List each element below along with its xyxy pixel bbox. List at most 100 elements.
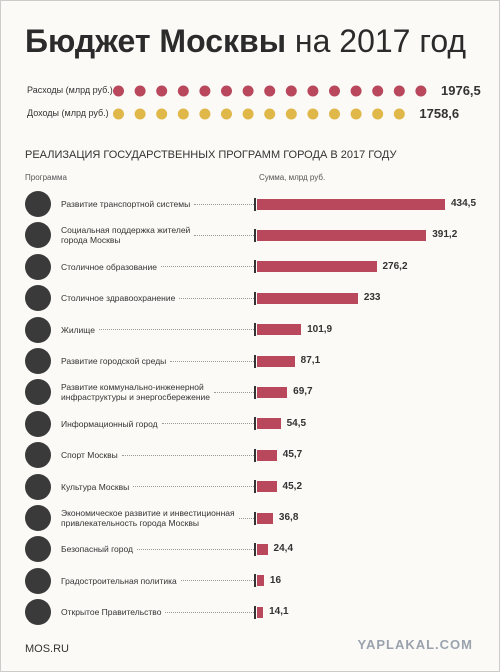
leader-line [179, 297, 254, 299]
dot-row [113, 108, 405, 120]
footer: MOS.RU [25, 643, 69, 655]
dot [134, 85, 146, 97]
program-icon [25, 536, 51, 563]
leader-line [194, 203, 254, 205]
category-label: Информационный город [61, 418, 158, 429]
bar [257, 418, 281, 430]
program-row: Градостроительная политика [61, 571, 254, 591]
leader-line [137, 548, 254, 550]
bar-tick [254, 605, 256, 619]
dot [350, 108, 362, 120]
value-label: 24,4 [273, 543, 294, 555]
dot [393, 85, 405, 97]
bar-tick [254, 354, 256, 368]
bar [257, 229, 427, 241]
value-label: 36,8 [278, 512, 299, 523]
program-icon [25, 442, 51, 469]
bar-tick [254, 574, 256, 588]
program-row: Открытое Правительство [61, 602, 254, 622]
category-label: Культура Москвы [61, 481, 130, 492]
dot [177, 108, 189, 120]
value-label: 69,7 [293, 386, 313, 398]
bar-tick [254, 480, 256, 494]
leader-line [214, 391, 254, 393]
program-icon [25, 191, 51, 217]
dot [329, 85, 340, 97]
bar [257, 481, 277, 493]
program-row: Развитие городской среды [61, 351, 254, 371]
bar [257, 386, 288, 398]
program-row: Спорт Москвы [61, 445, 254, 465]
dot [242, 85, 254, 97]
leader-line [194, 234, 254, 236]
dot [242, 108, 254, 120]
leader-line [160, 266, 254, 268]
dot [307, 108, 319, 120]
value-label: 14,1 [269, 606, 289, 618]
bar-tick [254, 228, 256, 242]
bar [257, 512, 273, 524]
dot [199, 85, 211, 97]
value-label: 434,5 [451, 198, 477, 209]
title-bold: Бюджет Москвы [25, 23, 287, 59]
bar-tick [254, 260, 256, 274]
dot [264, 108, 276, 120]
program-row: Безопасный город [61, 539, 254, 559]
value-label: 1758,6 [419, 106, 460, 121]
legend-label: Доходы (млрд руб.) [27, 108, 109, 118]
category-label: Жилище [61, 324, 95, 335]
dot [285, 85, 297, 97]
program-icon [25, 285, 51, 312]
program-icon [25, 348, 51, 374]
value-label: 101,9 [307, 323, 333, 335]
program-icon [25, 253, 51, 280]
category-label: Открытое Правительство [61, 607, 162, 618]
leader-line [98, 329, 254, 331]
watermark: YAPLAKAL.COM [357, 637, 473, 652]
bar-tick [254, 385, 256, 399]
dot [221, 85, 232, 97]
dot [307, 85, 319, 97]
value-label: 87,1 [300, 355, 321, 366]
dot [221, 108, 232, 120]
dot [393, 108, 405, 120]
program-row: Развитие коммунально-инженерной инфрастр… [61, 382, 254, 402]
program-row: Экономическое развитие и инвестиционная … [61, 508, 254, 528]
bar [257, 449, 277, 461]
bar-tick [254, 323, 256, 337]
leader-line [133, 486, 254, 488]
legend-label: Расходы (млрд руб.) [27, 85, 113, 95]
bar [257, 261, 377, 273]
value-label: 391,2 [432, 229, 458, 241]
bar-tick [254, 511, 256, 525]
category-label: Развитие коммунально-инженерной инфрастр… [61, 382, 210, 403]
category-header: Программа [25, 173, 67, 182]
category-label: Социальная поддержка жителей города Моск… [61, 225, 191, 246]
program-row: Культура Москвы [61, 477, 254, 497]
dot-rows [113, 85, 427, 120]
program-icon [25, 222, 51, 249]
dot [156, 108, 168, 120]
value-label: 1976,5 [441, 83, 481, 98]
category-label: Столичное образование [61, 261, 157, 272]
category-label: Экономическое развитие и инвестиционная … [61, 508, 235, 528]
program-icon [25, 379, 51, 406]
dot [329, 108, 340, 120]
value-label: 16 [269, 574, 282, 586]
program-row: Жилище [61, 320, 254, 340]
dot [350, 85, 362, 97]
leader-line [180, 580, 254, 582]
bar [257, 355, 295, 367]
leader-line [238, 517, 254, 519]
program-icon [25, 410, 51, 437]
bar [257, 575, 264, 587]
leader-line [161, 423, 254, 425]
bar-tick [254, 542, 256, 556]
program-row: Развитие транспортной системы [61, 194, 254, 214]
category-label: Безопасный город [61, 544, 134, 555]
dot [199, 108, 211, 120]
program-icon [25, 567, 51, 594]
value-label: 276,2 [382, 260, 408, 272]
category-label: Развитие городской среды [61, 356, 167, 366]
bar [257, 606, 264, 618]
